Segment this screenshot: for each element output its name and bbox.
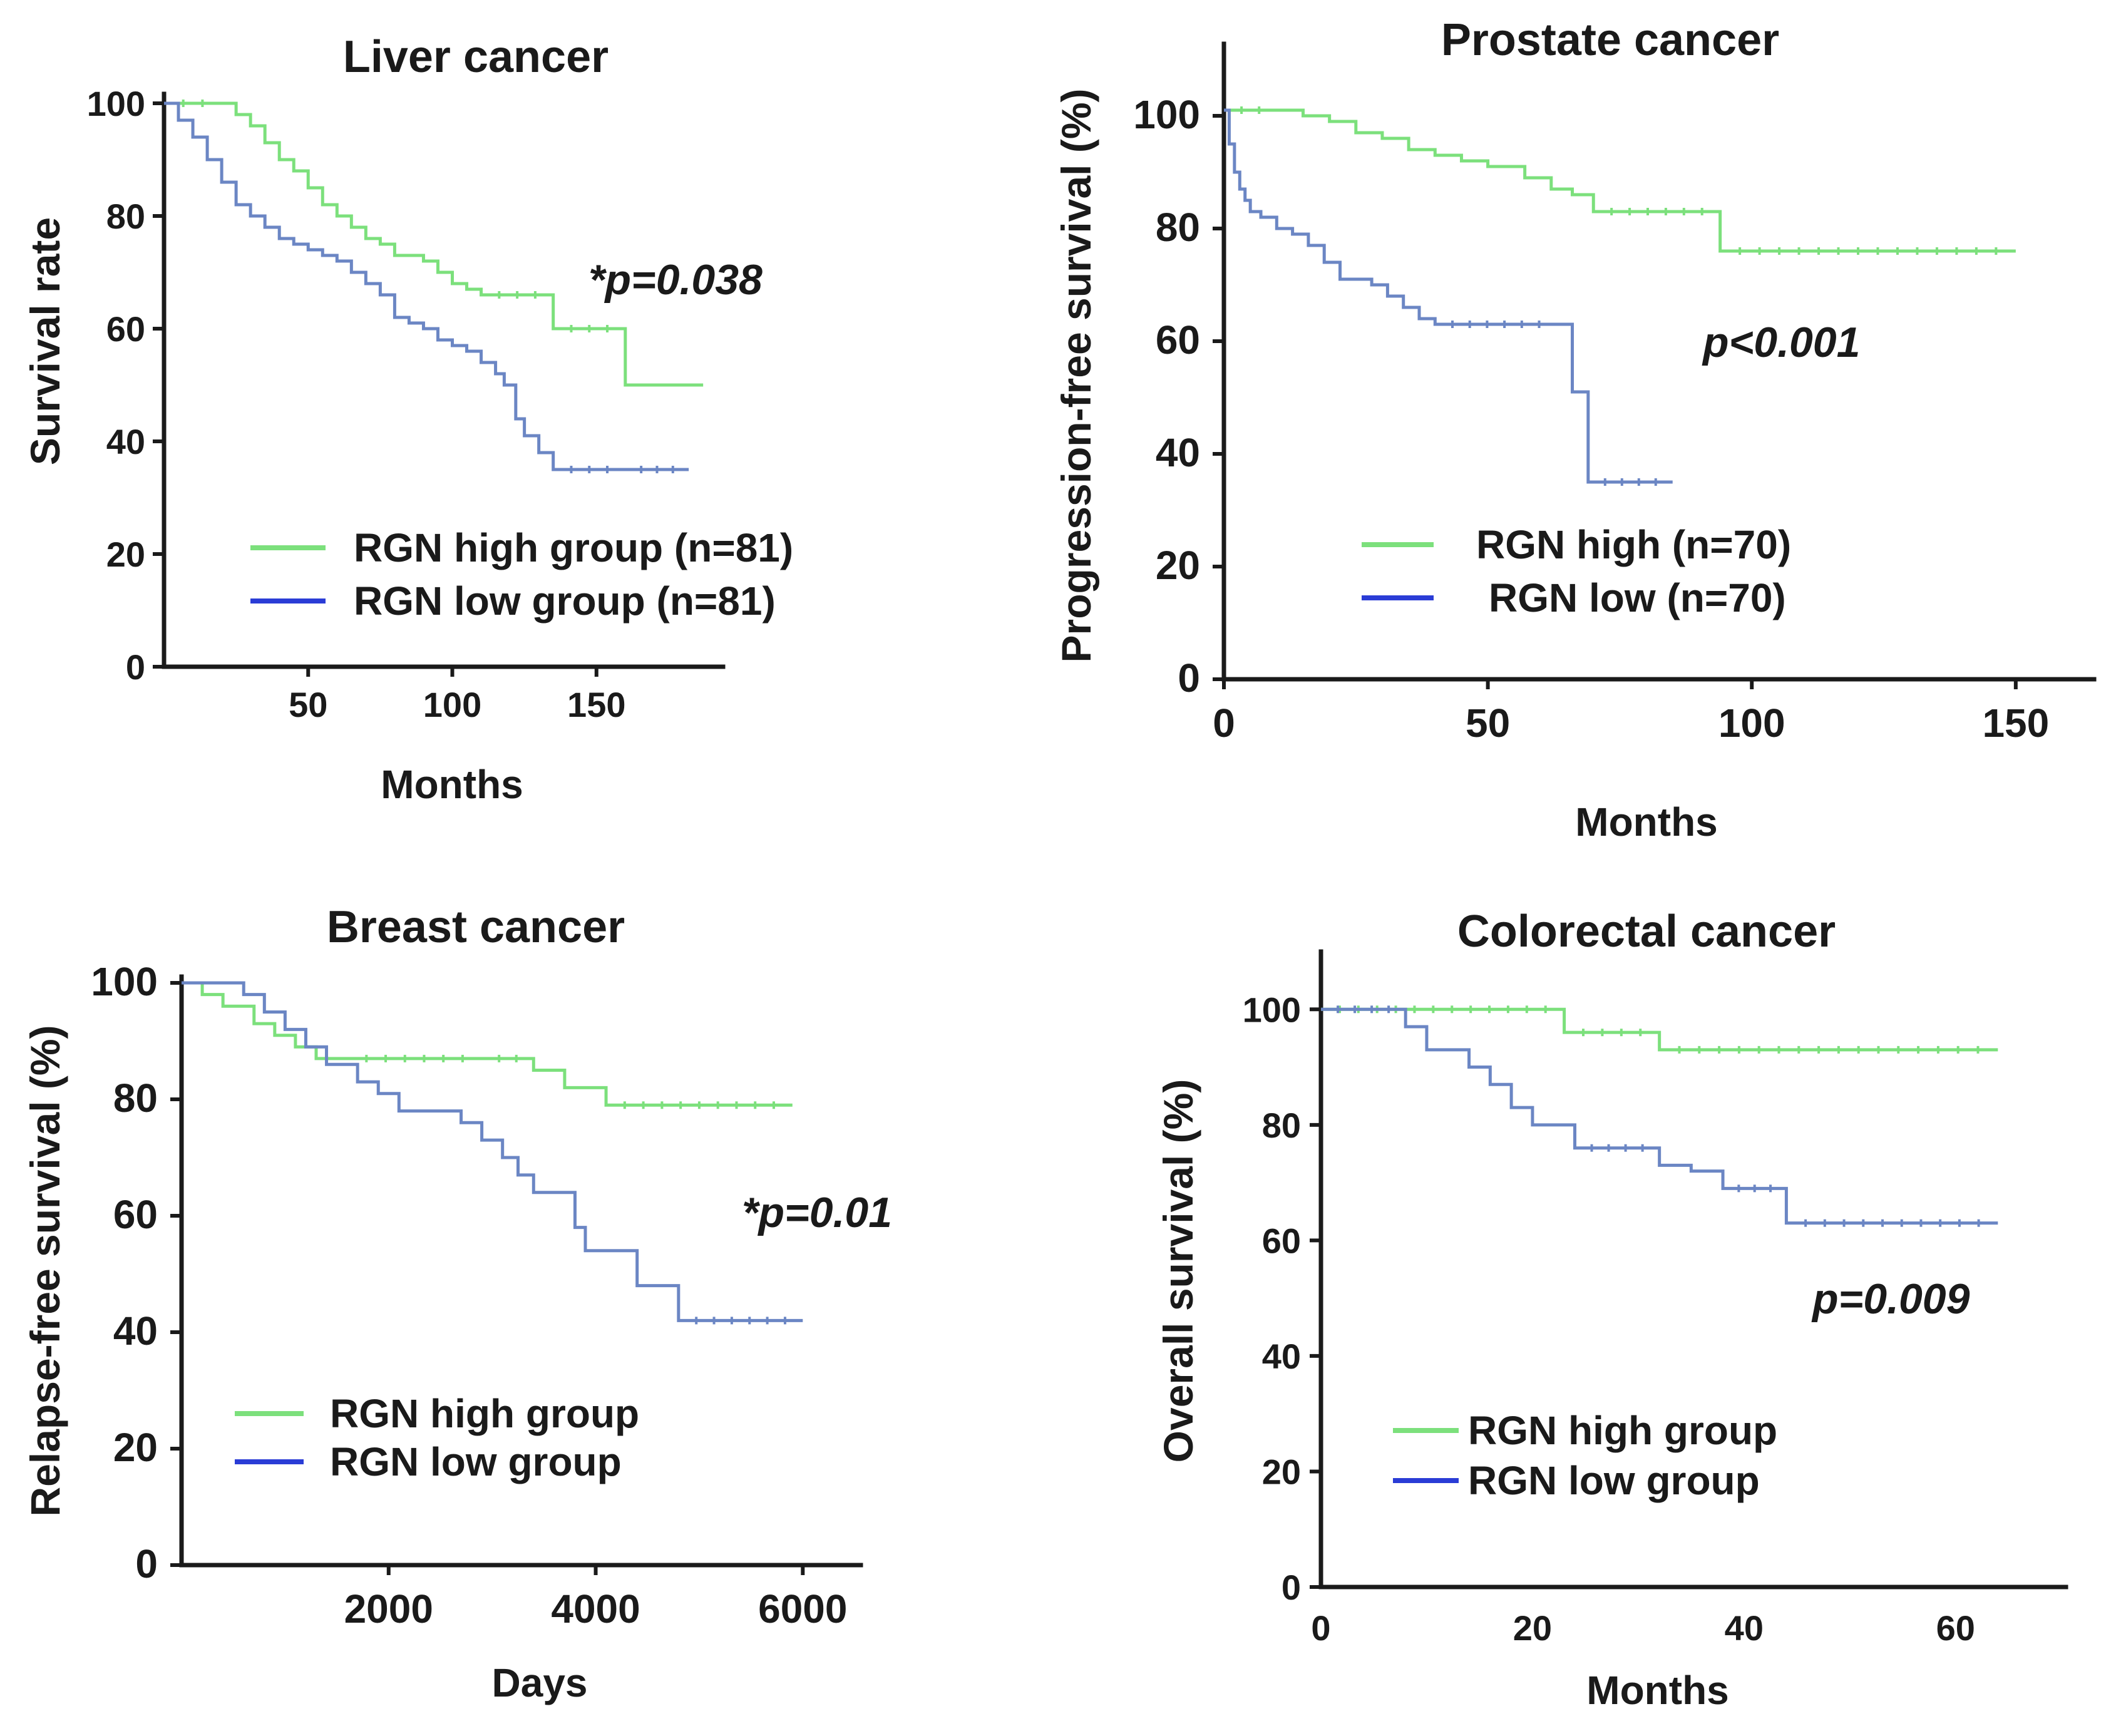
x-tick-label: 40	[1725, 1608, 1764, 1648]
y-axis-label: Relapse-free survival (%)	[22, 1025, 68, 1516]
x-tick-label: 0	[1213, 701, 1235, 746]
x-tick-label: 150	[567, 685, 625, 724]
legend-label-high: RGN high (n=70)	[1476, 522, 1791, 567]
legend-label-low: RGN low group	[330, 1439, 622, 1484]
y-tick-label: 40	[1262, 1337, 1301, 1376]
x-tick-label: 20	[1513, 1608, 1552, 1648]
x-axis-label: Months	[1586, 1668, 1729, 1713]
y-tick-label: 100	[1243, 990, 1301, 1029]
p-value: *p=0.01	[742, 1189, 892, 1236]
x-axis-label: Months	[1575, 799, 1718, 845]
y-axis-label: Progression-free survival (%)	[1053, 89, 1099, 663]
y-tick-label: 80	[1156, 205, 1200, 250]
y-axis-label: Overall survival (%)	[1155, 1079, 1201, 1463]
x-tick-label: 0	[1311, 1608, 1330, 1648]
km-curve-high	[182, 981, 793, 1107]
km-curve-low	[1224, 108, 1673, 484]
y-tick-label: 20	[1156, 543, 1200, 588]
panel-prostate-cancer: Prostate cancer Progression-free surviva…	[1053, 15, 2097, 845]
y-tick-label: 40	[106, 422, 145, 461]
x-tick-label: 60	[1936, 1608, 1975, 1648]
y-tick-label: 80	[106, 197, 145, 236]
y-tick-label: 0	[1178, 655, 1200, 701]
y-tick-label: 60	[106, 309, 145, 349]
x-tick-label: 50	[289, 685, 327, 724]
y-tick-label: 80	[1262, 1106, 1301, 1145]
x-tick-label: 100	[1718, 701, 1785, 746]
y-tick-label: 100	[91, 959, 158, 1004]
legend-label-high: RGN high group	[330, 1391, 639, 1436]
y-tick-label: 80	[113, 1076, 158, 1121]
y-tick-label: 40	[1156, 430, 1200, 475]
km-curve-low	[1321, 1007, 1998, 1225]
y-tick-label: 0	[135, 1541, 158, 1586]
km-curve-high	[164, 101, 704, 387]
x-axis-label: Days	[492, 1660, 588, 1705]
y-tick-label: 0	[126, 647, 145, 687]
y-tick-label: 100	[87, 84, 145, 123]
km-curve-high	[1224, 108, 2016, 253]
legend-label-low: RGN low group (n=81)	[354, 578, 776, 624]
panel-breast-cancer: Breast cancer Relapse-free survival (%) …	[22, 902, 892, 1705]
y-tick-label: 100	[1133, 92, 1200, 137]
p-value: p=0.009	[1811, 1275, 1970, 1323]
chart-title: Breast cancer	[327, 902, 625, 952]
y-tick-label: 60	[113, 1192, 158, 1237]
km-curve-low	[164, 101, 689, 471]
y-tick-label: 40	[113, 1308, 158, 1353]
km-curve-low	[182, 981, 803, 1322]
x-axis-label: Months	[381, 762, 523, 807]
y-tick-label: 20	[1262, 1452, 1301, 1491]
legend-label-high: RGN high group (n=81)	[354, 525, 793, 570]
panel-colorectal-cancer: Colorectal cancer Overall survival (%) M…	[1155, 907, 2068, 1713]
chart-title: Colorectal cancer	[1457, 907, 1836, 957]
y-axis-label: Survival rate	[22, 217, 68, 465]
y-tick-label: 60	[1262, 1221, 1301, 1260]
legend-label-low: RGN low group	[1468, 1458, 1760, 1503]
chart-title: Liver cancer	[343, 32, 609, 82]
x-tick-label: 100	[423, 685, 481, 724]
x-tick-label: 2000	[344, 1586, 433, 1631]
x-tick-label: 150	[1982, 701, 2049, 746]
x-tick-label: 4000	[551, 1586, 640, 1631]
legend-label-low: RGN low (n=70)	[1489, 575, 1786, 620]
x-tick-label: 50	[1466, 701, 1510, 746]
legend-label-high: RGN high group	[1468, 1408, 1777, 1453]
y-tick-label: 20	[106, 535, 145, 574]
y-tick-label: 20	[113, 1425, 158, 1470]
p-value: p<0.001	[1702, 319, 1860, 366]
y-tick-label: 0	[1282, 1568, 1301, 1607]
chart-title: Prostate cancer	[1441, 15, 1779, 65]
y-tick-label: 60	[1156, 317, 1200, 362]
x-tick-label: 6000	[758, 1586, 847, 1631]
km-curve-high	[1321, 1007, 1998, 1052]
p-value: *p=0.038	[588, 256, 763, 304]
panel-liver-cancer: Liver cancer Survival rate Months *p=0.0…	[22, 32, 793, 807]
